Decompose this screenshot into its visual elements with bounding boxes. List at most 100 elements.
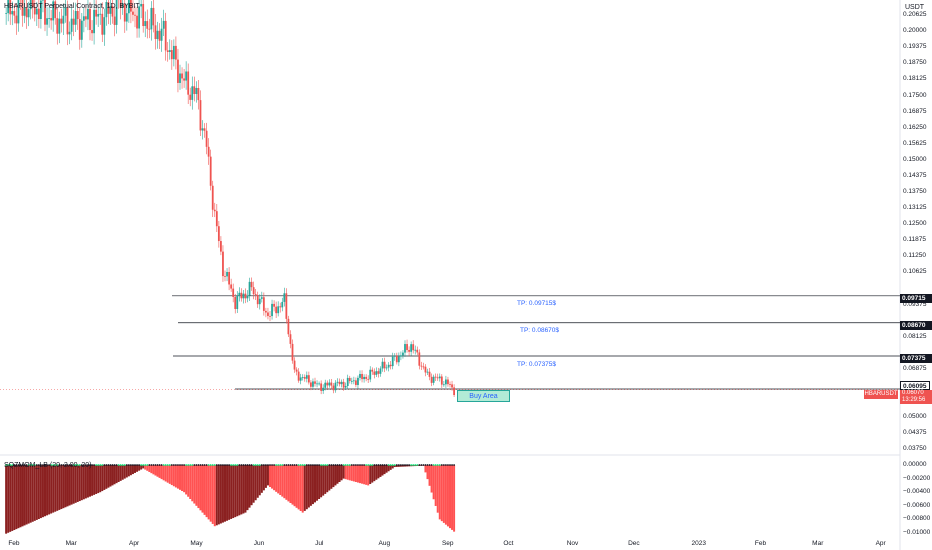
squeeze-dot (211, 464, 214, 466)
momentum-bar (287, 465, 290, 502)
candle-body (267, 312, 269, 316)
squeeze-dot (363, 464, 365, 466)
squeeze-dot (449, 464, 451, 466)
candle-body (428, 371, 431, 377)
candle-body (115, 0, 118, 25)
candle-body (189, 94, 192, 100)
candle-body (416, 349, 419, 353)
candle-body (177, 59, 179, 83)
candle-body (207, 146, 210, 157)
squeeze-dot (105, 464, 108, 466)
candle-body (95, 9, 98, 17)
candle-body (99, 13, 102, 15)
squeeze-dot (285, 464, 288, 466)
price-tick: 0.08125 (903, 332, 927, 340)
squeeze-dot (60, 464, 63, 466)
momentum-bar (152, 465, 155, 475)
momentum-bar (107, 465, 110, 488)
squeeze-dot (436, 464, 439, 466)
momentum-bar (309, 465, 312, 506)
squeeze-dot (283, 464, 286, 466)
squeeze-dot (254, 464, 257, 466)
momentum-bar (23, 465, 26, 526)
momentum-bar (277, 465, 280, 494)
momentum-bar (170, 465, 173, 486)
momentum-bar (275, 465, 278, 492)
momentum-bar (221, 465, 224, 523)
candle-body (297, 371, 300, 381)
momentum-bar (76, 465, 79, 502)
momentum-bar (344, 465, 347, 480)
time-tick: Jun (253, 540, 265, 547)
candle-body (389, 364, 392, 367)
candle-body (185, 71, 188, 81)
momentum-bar (295, 465, 298, 508)
squeeze-dot (54, 464, 57, 466)
momentum-bar (19, 465, 22, 528)
candle-body (164, 20, 167, 51)
squeeze-dot (203, 464, 206, 466)
candle-body (17, 0, 20, 24)
momentum-bar (336, 465, 339, 484)
momentum-bar (48, 465, 51, 515)
squeeze-dot (50, 464, 53, 466)
squeeze-dot (103, 464, 106, 466)
candle-body (256, 295, 259, 305)
momentum-bar (449, 465, 451, 529)
price-tick: 0.19375 (903, 43, 927, 51)
squeeze-dot (391, 464, 394, 466)
candle-body (397, 356, 400, 363)
momentum-bar (350, 465, 353, 481)
momentum-bar (279, 465, 282, 495)
momentum-bar (37, 465, 40, 520)
candle-body (224, 276, 226, 277)
squeeze-dot (432, 464, 435, 466)
squeeze-dot (361, 464, 363, 466)
candle-body (44, 0, 46, 25)
momentum-bar (371, 465, 374, 483)
candle-body (148, 28, 151, 30)
momentum-bar (318, 465, 321, 499)
candle-body (424, 366, 427, 373)
momentum-bar (11, 465, 14, 531)
candle-body (70, 18, 73, 32)
momentum-bar (346, 465, 349, 480)
candle-body (295, 369, 298, 372)
momentum-bar (52, 465, 55, 513)
squeeze-dot (9, 464, 12, 466)
candle-body (363, 376, 365, 380)
momentum-bar (39, 465, 42, 519)
buy-area-zone[interactable]: Buy Area (457, 390, 510, 402)
indicator-tick: −0.01000 (903, 529, 931, 536)
squeeze-dot (136, 464, 138, 466)
candle-body (144, 21, 147, 27)
squeeze-dot (430, 464, 433, 466)
squeeze-dot (148, 464, 151, 466)
squeeze-dot (44, 464, 46, 466)
candle-body (434, 376, 437, 378)
squeeze-dot (87, 464, 89, 466)
candle-body (195, 87, 198, 95)
squeeze-dot (416, 464, 419, 466)
candle-body (40, 0, 42, 19)
momentum-bar (242, 465, 245, 514)
candle-body (334, 382, 337, 391)
squeeze-dot (42, 464, 44, 466)
momentum-bar (70, 465, 73, 505)
candle-body (404, 344, 406, 353)
candle-body (420, 365, 423, 367)
squeeze-dot (238, 464, 241, 466)
price-tick: 0.05000 (903, 413, 927, 421)
squeeze-dot (78, 464, 81, 466)
momentum-bar (25, 465, 28, 525)
candle-body (89, 8, 91, 30)
squeeze-dot (232, 464, 235, 466)
momentum-bar (328, 465, 331, 491)
momentum-bar (176, 465, 179, 489)
momentum-bar (140, 465, 143, 470)
squeeze-dot (307, 464, 310, 466)
time-tick: Feb (754, 540, 767, 547)
squeeze-dot (406, 464, 408, 466)
candle-body (242, 293, 245, 299)
